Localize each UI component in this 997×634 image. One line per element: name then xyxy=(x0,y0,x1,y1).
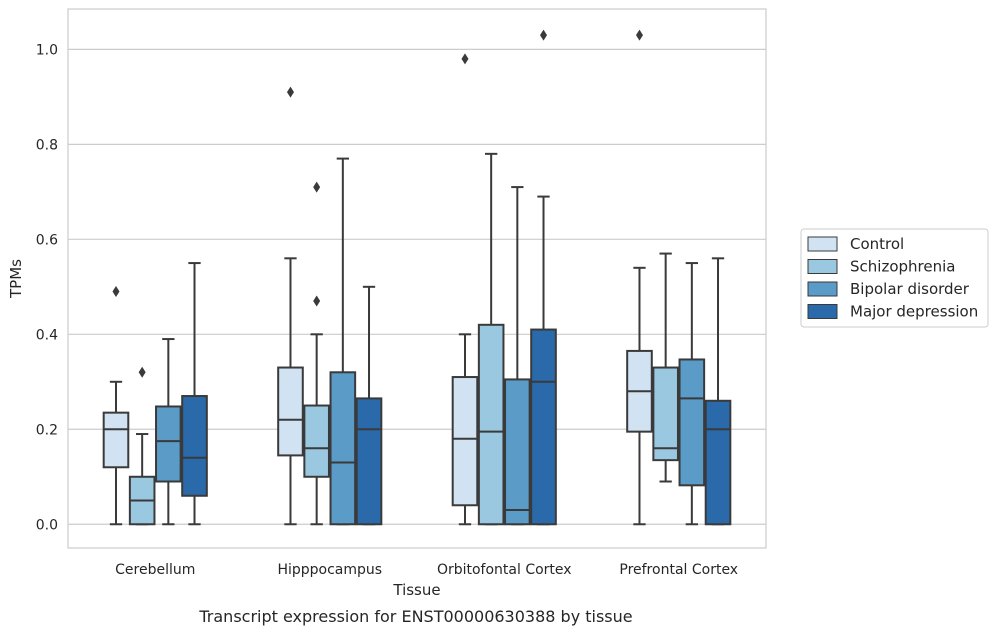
box-0-3 xyxy=(181,262,208,526)
box-2-1 xyxy=(477,152,505,526)
box-2-2 xyxy=(504,186,531,526)
y-tick-label: 0.2 xyxy=(36,422,58,438)
legend-swatch xyxy=(807,236,838,252)
legend-swatch xyxy=(807,259,838,274)
box-0-0 xyxy=(102,286,130,526)
box-3-3 xyxy=(704,257,732,526)
legend-swatch xyxy=(807,304,838,319)
legend-item: Bipolar disorder xyxy=(807,280,970,298)
y-tick-label: 0.4 xyxy=(36,327,58,343)
box-1-1 xyxy=(303,181,330,526)
box-iqr xyxy=(530,328,557,526)
outlier-marker xyxy=(112,286,120,298)
box-iqr xyxy=(102,411,130,469)
outlier-marker xyxy=(540,29,548,41)
box-iqr xyxy=(451,376,479,507)
y-axis-label: TPMs xyxy=(7,259,25,299)
box-iqr xyxy=(277,366,304,457)
x-tick-label: Orbitofontal Cortex xyxy=(437,562,572,578)
box-iqr xyxy=(704,399,732,526)
y-tick-label: 1.0 xyxy=(36,42,58,58)
box-iqr xyxy=(181,395,208,497)
x-axis-label: Tissue xyxy=(392,581,440,599)
box-iqr xyxy=(155,405,182,483)
legend: Control Schizophrenia Bipolar disorder Majo… xyxy=(800,228,989,328)
legend-label: Bipolar disorder xyxy=(850,280,970,298)
outlier-marker xyxy=(286,86,294,98)
box-2-3 xyxy=(530,29,557,526)
outlier-marker xyxy=(313,295,321,307)
box-0-1 xyxy=(128,366,156,526)
box-iqr xyxy=(652,366,679,462)
x-axis-ticks: Cerebellum Hipppocampus Orbitofontal Corte… xyxy=(115,562,738,578)
box-3-1 xyxy=(652,252,679,483)
box-2-0 xyxy=(451,53,479,526)
box-plot-area xyxy=(102,29,732,526)
legend-item: Control xyxy=(807,235,904,253)
box-0-2 xyxy=(155,338,182,526)
legend-frame xyxy=(800,228,989,328)
x-tick-label: Hipppocampus xyxy=(277,562,382,578)
legend-label: Schizophrenia xyxy=(850,258,955,276)
legend-item: Schizophrenia xyxy=(807,258,955,276)
legend-item: Major depression xyxy=(807,303,978,321)
box-iqr xyxy=(329,371,357,526)
outlier-marker xyxy=(635,29,643,41)
legend-label: Control xyxy=(850,235,904,253)
box-iqr xyxy=(678,358,706,487)
y-axis-ticks: 0.0 0.2 0.4 0.6 0.8 1.0 xyxy=(36,42,58,533)
x-tick-label: Prefrontal Cortex xyxy=(619,562,738,578)
outlier-marker xyxy=(313,181,321,193)
figure-caption: Transcript expression for ENST0000063038… xyxy=(198,607,632,626)
box-iqr xyxy=(303,404,330,478)
y-tick-label: 0.0 xyxy=(36,517,58,533)
box-iqr xyxy=(477,323,505,526)
box-1-0 xyxy=(277,86,304,526)
y-tick-label: 0.6 xyxy=(36,232,58,248)
outlier-marker xyxy=(138,366,146,378)
box-3-0 xyxy=(626,29,653,526)
outlier-marker xyxy=(461,53,469,65)
y-tick-label: 0.8 xyxy=(36,137,58,153)
box-iqr xyxy=(355,397,383,526)
legend-label: Major depression xyxy=(850,303,978,321)
legend-swatch xyxy=(807,281,838,297)
box-iqr xyxy=(504,378,531,526)
box-1-2 xyxy=(329,157,357,526)
plot-frame xyxy=(67,8,767,549)
box-1-3 xyxy=(355,285,383,526)
x-tick-label: Cerebellum xyxy=(115,562,195,578)
box-3-2 xyxy=(678,262,706,526)
